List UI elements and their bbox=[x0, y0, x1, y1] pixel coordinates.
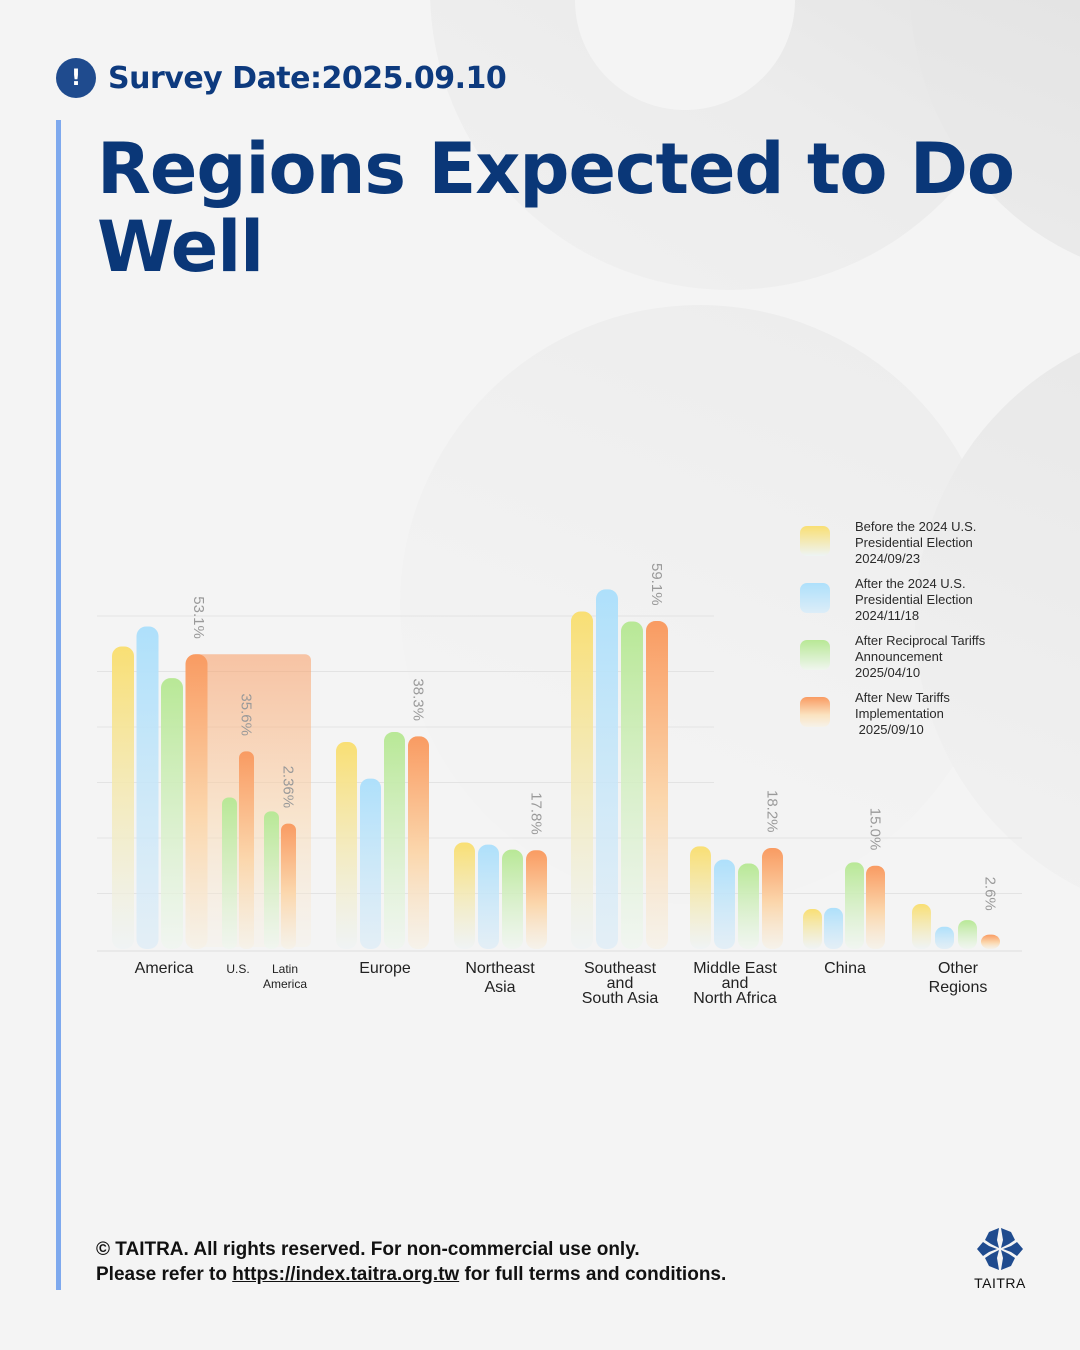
value-label: 59.1% bbox=[648, 563, 665, 606]
legend-label: Presidential Election bbox=[855, 535, 973, 550]
category-label: North Africa bbox=[693, 990, 777, 1007]
bar-new-tariffs bbox=[239, 751, 254, 949]
bar-new-tariffs bbox=[981, 934, 1000, 949]
value-label: 2.36% bbox=[280, 766, 297, 809]
bar-before-election bbox=[454, 842, 475, 949]
category-label: U.S. bbox=[226, 962, 249, 976]
bar-after-election bbox=[596, 589, 618, 949]
bar-reciprocal-tariffs bbox=[161, 678, 183, 949]
accent-bar bbox=[56, 120, 61, 1290]
legend-swatch-green bbox=[800, 640, 830, 670]
legend-date: 2024/09/23 bbox=[855, 551, 921, 566]
category-label: South Asia bbox=[582, 990, 659, 1007]
bar-after-election bbox=[136, 626, 159, 949]
bar-new-tariffs bbox=[866, 865, 885, 949]
category-label: Asia bbox=[484, 979, 515, 996]
legend-item-before-election: Before the 2024 U.S. Presidential Electi… bbox=[800, 519, 1060, 576]
logo-text: TAITRA bbox=[974, 1275, 1026, 1291]
page-title: Regions Expected to Do Well bbox=[97, 128, 1015, 288]
legend-label: After New Tariffs bbox=[855, 690, 950, 705]
bar-reciprocal-tariffs bbox=[222, 797, 237, 949]
category-label: America bbox=[263, 977, 307, 991]
value-label: 53.1% bbox=[190, 596, 207, 639]
value-label: 35.6% bbox=[238, 693, 255, 736]
copyright-text: © TAITRA. All rights reserved. For non-c… bbox=[96, 1239, 640, 1260]
legend-label: Implementation bbox=[855, 706, 944, 721]
legend-item-reciprocal-tariffs: After Reciprocal Tariffs Announcement 20… bbox=[800, 633, 1060, 690]
category-label: Regions bbox=[929, 979, 988, 996]
terms-prefix: Please refer to bbox=[96, 1264, 233, 1285]
category-label: and bbox=[607, 975, 634, 992]
category-label: Europe bbox=[359, 960, 411, 977]
value-label: 18.2% bbox=[764, 790, 781, 833]
bar-before-election bbox=[803, 909, 822, 949]
legend-label: Presidential Election bbox=[855, 592, 973, 607]
bar-reciprocal-tariffs bbox=[738, 863, 759, 949]
category-label: Southeast bbox=[584, 960, 657, 977]
bar-before-election bbox=[112, 646, 134, 949]
bar-new-tariffs bbox=[646, 620, 668, 949]
value-label: 15.0% bbox=[867, 808, 884, 851]
terms-text: Please refer to https://index.taitra.org… bbox=[96, 1262, 726, 1287]
bar-reciprocal-tariffs bbox=[621, 621, 643, 949]
category-label: and bbox=[722, 975, 749, 992]
survey-date-row: ! Survey Date:2025.09.10 bbox=[56, 58, 507, 98]
legend-item-new-tariffs: After New Tariffs Implementation 2025/09… bbox=[800, 690, 1060, 747]
bar-reciprocal-tariffs bbox=[958, 920, 977, 949]
chart-legend: Before the 2024 U.S. Presidential Electi… bbox=[800, 519, 1060, 747]
legend-date: 2025/09/10 bbox=[855, 722, 924, 737]
bar-reciprocal-tariffs bbox=[845, 862, 864, 949]
category-label: Northeast bbox=[465, 960, 535, 977]
legend-date: 2025/04/10 bbox=[855, 665, 921, 680]
category-label: Middle East bbox=[693, 960, 777, 977]
taitra-logo: TAITRA bbox=[970, 1226, 1030, 1291]
bar-after-election bbox=[714, 859, 735, 949]
bar-reciprocal-tariffs bbox=[384, 731, 405, 949]
legend-swatch-yellow bbox=[800, 526, 830, 556]
legend-swatch-blue bbox=[800, 583, 830, 613]
bar-new-tariffs bbox=[762, 847, 783, 949]
value-label: 2.6% bbox=[982, 877, 999, 911]
legend-label: After Reciprocal Tariffs bbox=[855, 633, 986, 648]
category-label: Latin bbox=[272, 962, 298, 976]
value-label: 17.8% bbox=[528, 792, 545, 835]
bar-before-election bbox=[336, 741, 357, 949]
category-label: China bbox=[824, 960, 866, 977]
category-label: Other bbox=[938, 960, 979, 977]
value-label: 38.3% bbox=[410, 678, 427, 721]
bar-before-election bbox=[912, 904, 931, 949]
category-label: America bbox=[135, 960, 194, 977]
legend-item-after-election: After the 2024 U.S. Presidential Electio… bbox=[800, 576, 1060, 633]
legend-label: Before the 2024 U.S. bbox=[855, 519, 977, 534]
legend-label: After the 2024 U.S. bbox=[855, 576, 966, 591]
legend-swatch-orange bbox=[800, 697, 830, 727]
bar-reciprocal-tariffs bbox=[502, 849, 523, 949]
legend-date: 2024/11/18 bbox=[855, 608, 920, 623]
bar-reciprocal-tariffs bbox=[264, 811, 279, 949]
bar-before-election bbox=[571, 611, 593, 949]
bar-new-tariffs bbox=[408, 736, 429, 949]
terms-link[interactable]: https://index.taitra.org.tw bbox=[232, 1264, 460, 1285]
exclamation-icon: ! bbox=[56, 58, 96, 98]
bar-new-tariffs bbox=[185, 654, 208, 949]
terms-suffix: for full terms and conditions. bbox=[459, 1264, 727, 1285]
bar-before-election bbox=[690, 846, 711, 949]
bar-after-election bbox=[824, 907, 843, 949]
survey-date: Survey Date:2025.09.10 bbox=[108, 60, 507, 96]
legend-label: Announcement bbox=[855, 649, 943, 664]
bar-new-tariffs bbox=[526, 850, 547, 949]
bar-after-election bbox=[478, 844, 499, 949]
bar-after-election bbox=[360, 778, 381, 949]
bar-after-election bbox=[935, 926, 954, 949]
footer-copyright: © TAITRA. All rights reserved. For non-c… bbox=[96, 1237, 726, 1287]
taitra-logo-icon bbox=[977, 1228, 1023, 1270]
bar-new-tariffs bbox=[281, 823, 296, 949]
